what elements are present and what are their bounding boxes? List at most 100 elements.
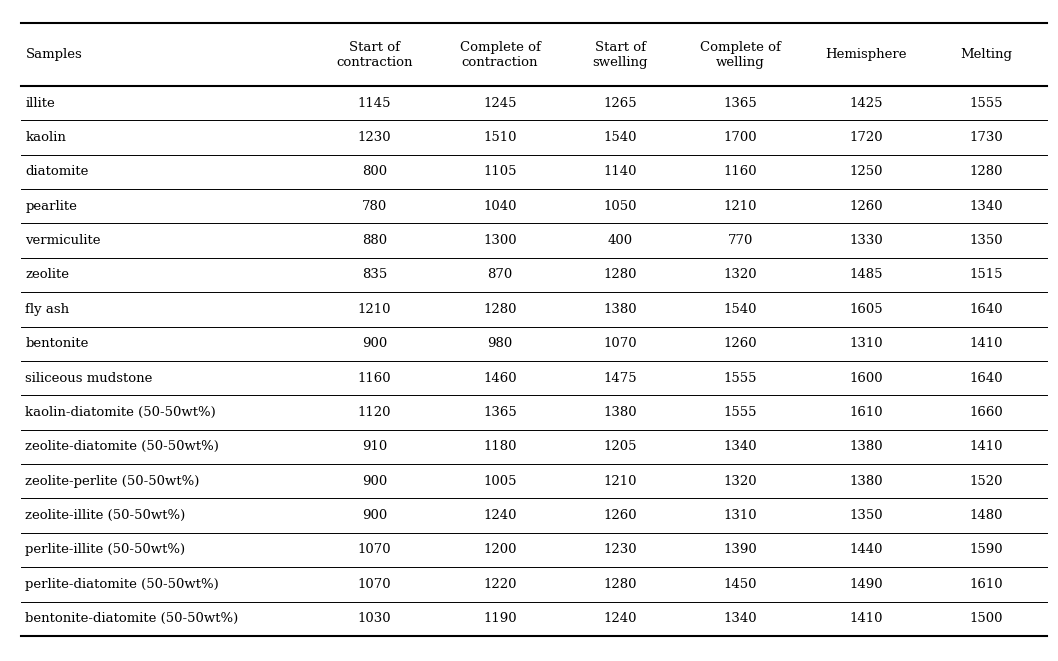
Text: 900: 900 xyxy=(362,337,387,350)
Text: 1280: 1280 xyxy=(484,303,516,316)
Text: 780: 780 xyxy=(362,200,387,213)
Text: Start of
contraction: Start of contraction xyxy=(336,40,413,69)
Text: 1070: 1070 xyxy=(358,578,391,591)
Text: bentonite: bentonite xyxy=(25,337,89,350)
Text: 880: 880 xyxy=(362,234,387,247)
Text: 1320: 1320 xyxy=(724,268,758,282)
Text: zeolite-diatomite (50-50wt%): zeolite-diatomite (50-50wt%) xyxy=(25,440,219,453)
Text: 1145: 1145 xyxy=(358,97,391,110)
Text: 1250: 1250 xyxy=(850,165,882,178)
Text: 1280: 1280 xyxy=(969,165,1003,178)
Text: zeolite: zeolite xyxy=(25,268,70,282)
Text: 1140: 1140 xyxy=(603,165,637,178)
Text: 1160: 1160 xyxy=(724,165,758,178)
Text: 1245: 1245 xyxy=(484,97,516,110)
Text: Melting: Melting xyxy=(961,48,1013,61)
Text: 400: 400 xyxy=(607,234,633,247)
Text: pearlite: pearlite xyxy=(25,200,77,213)
Text: 1160: 1160 xyxy=(358,371,391,385)
Text: 1260: 1260 xyxy=(603,509,637,522)
Text: 1340: 1340 xyxy=(724,440,758,453)
Text: 1330: 1330 xyxy=(850,234,882,247)
Text: 1380: 1380 xyxy=(850,440,882,453)
Text: 1540: 1540 xyxy=(603,131,637,144)
Text: 1480: 1480 xyxy=(969,509,1003,522)
Text: 1320: 1320 xyxy=(724,475,758,488)
Text: zeolite-illite (50-50wt%): zeolite-illite (50-50wt%) xyxy=(25,509,185,522)
Text: 1380: 1380 xyxy=(603,406,637,419)
Text: 1605: 1605 xyxy=(850,303,882,316)
Text: vermiculite: vermiculite xyxy=(25,234,101,247)
Text: bentonite-diatomite (50-50wt%): bentonite-diatomite (50-50wt%) xyxy=(25,612,239,625)
Text: 1410: 1410 xyxy=(969,440,1003,453)
Text: Start of
swelling: Start of swelling xyxy=(592,40,649,69)
Text: 1600: 1600 xyxy=(850,371,882,385)
Text: 1640: 1640 xyxy=(969,371,1003,385)
Text: 1515: 1515 xyxy=(969,268,1003,282)
Text: kaolin: kaolin xyxy=(25,131,67,144)
Text: 1310: 1310 xyxy=(724,509,758,522)
Text: 1380: 1380 xyxy=(850,475,882,488)
Text: Samples: Samples xyxy=(25,48,83,61)
Text: zeolite-perlite (50-50wt%): zeolite-perlite (50-50wt%) xyxy=(25,475,200,488)
Text: 1460: 1460 xyxy=(484,371,517,385)
Text: 1070: 1070 xyxy=(603,337,637,350)
Text: 1240: 1240 xyxy=(603,612,637,625)
Text: 1300: 1300 xyxy=(484,234,517,247)
Text: 1410: 1410 xyxy=(850,612,882,625)
Text: 1390: 1390 xyxy=(724,543,758,557)
Text: 1340: 1340 xyxy=(724,612,758,625)
Text: 1120: 1120 xyxy=(358,406,391,419)
Text: 1590: 1590 xyxy=(969,543,1003,557)
Text: 1365: 1365 xyxy=(724,97,758,110)
Text: 1555: 1555 xyxy=(724,406,758,419)
Text: 1005: 1005 xyxy=(484,475,516,488)
Text: 1210: 1210 xyxy=(358,303,391,316)
Text: 1280: 1280 xyxy=(603,268,637,282)
Text: diatomite: diatomite xyxy=(25,165,89,178)
Text: 1365: 1365 xyxy=(484,406,517,419)
Text: 1350: 1350 xyxy=(850,509,882,522)
Text: 1260: 1260 xyxy=(724,337,758,350)
Text: 1450: 1450 xyxy=(724,578,758,591)
Text: 1440: 1440 xyxy=(850,543,882,557)
Text: 1205: 1205 xyxy=(603,440,637,453)
Text: 870: 870 xyxy=(488,268,513,282)
Text: 1200: 1200 xyxy=(484,543,516,557)
Text: perlite-illite (50-50wt%): perlite-illite (50-50wt%) xyxy=(25,543,185,557)
Text: 770: 770 xyxy=(728,234,753,247)
Text: 1260: 1260 xyxy=(850,200,882,213)
Text: fly ash: fly ash xyxy=(25,303,70,316)
Text: 835: 835 xyxy=(362,268,387,282)
Text: 1180: 1180 xyxy=(484,440,516,453)
Text: 1490: 1490 xyxy=(850,578,882,591)
Text: 1425: 1425 xyxy=(850,97,882,110)
Text: 1500: 1500 xyxy=(969,612,1003,625)
Text: kaolin-diatomite (50-50wt%): kaolin-diatomite (50-50wt%) xyxy=(25,406,216,419)
Text: 1050: 1050 xyxy=(603,200,637,213)
Text: 1240: 1240 xyxy=(484,509,516,522)
Text: 1230: 1230 xyxy=(603,543,637,557)
Text: 1220: 1220 xyxy=(484,578,516,591)
Text: 1070: 1070 xyxy=(358,543,391,557)
Text: 1720: 1720 xyxy=(850,131,882,144)
Text: siliceous mudstone: siliceous mudstone xyxy=(25,371,152,385)
Text: 1540: 1540 xyxy=(724,303,758,316)
Text: 1700: 1700 xyxy=(724,131,758,144)
Text: 980: 980 xyxy=(488,337,513,350)
Text: 1350: 1350 xyxy=(969,234,1003,247)
Text: 1210: 1210 xyxy=(724,200,758,213)
Text: 1210: 1210 xyxy=(603,475,637,488)
Text: 1485: 1485 xyxy=(850,268,882,282)
Text: 1280: 1280 xyxy=(603,578,637,591)
Text: 800: 800 xyxy=(362,165,387,178)
Text: 1265: 1265 xyxy=(603,97,637,110)
Text: 1555: 1555 xyxy=(969,97,1003,110)
Text: 1040: 1040 xyxy=(484,200,516,213)
Text: 1410: 1410 xyxy=(969,337,1003,350)
Text: Complete of
contraction: Complete of contraction xyxy=(459,40,541,69)
Text: 1105: 1105 xyxy=(484,165,516,178)
Text: 1230: 1230 xyxy=(358,131,391,144)
Text: 1510: 1510 xyxy=(484,131,516,144)
Text: 1340: 1340 xyxy=(969,200,1003,213)
